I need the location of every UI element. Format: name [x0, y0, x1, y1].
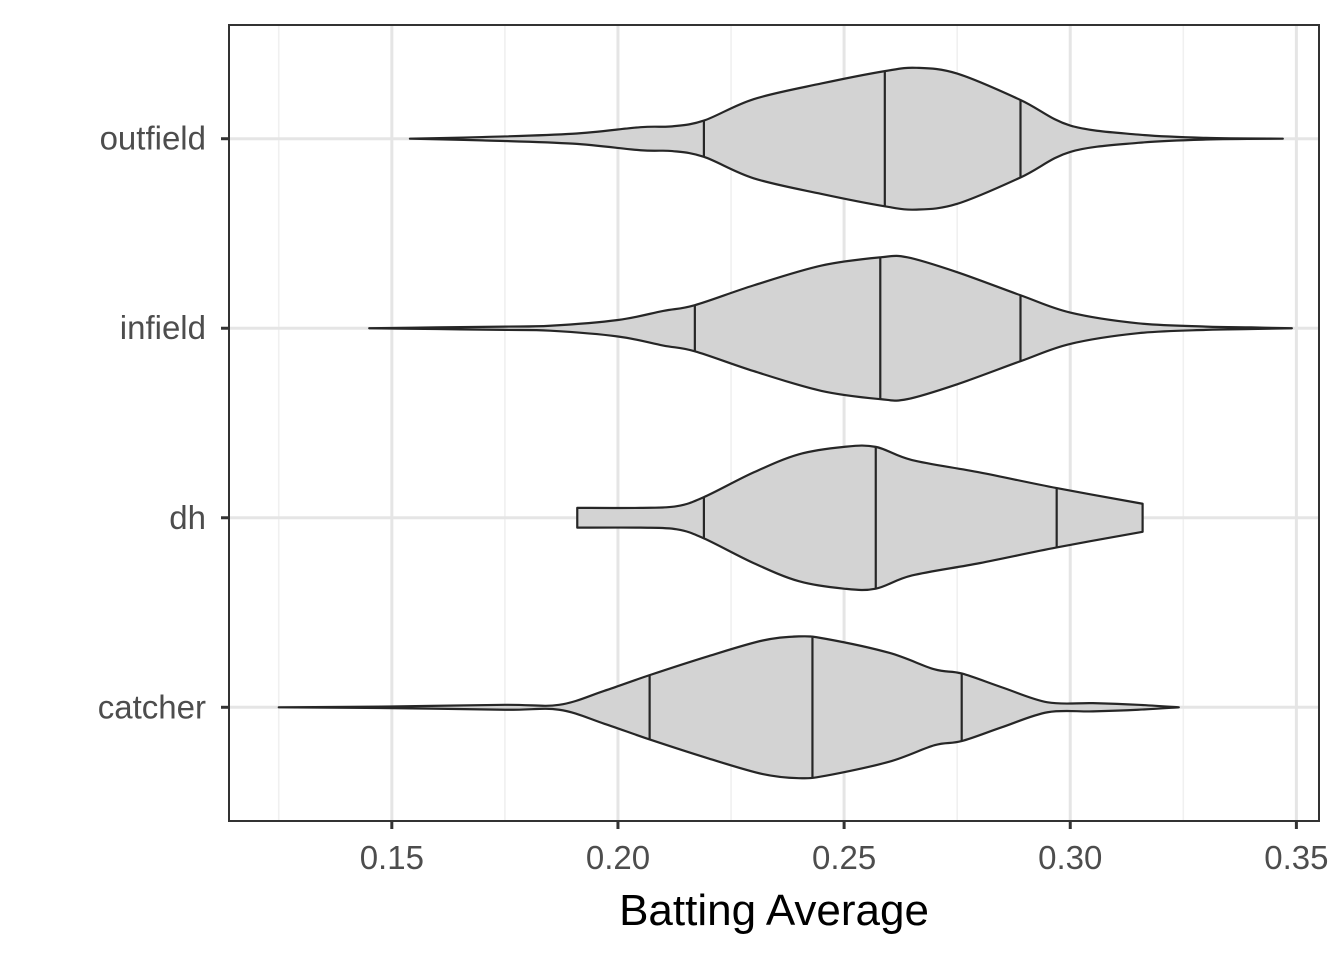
violin-infield: [368, 254, 1293, 402]
x-tick-label: 0.30: [1038, 839, 1102, 876]
x-axis-title: Batting Average: [619, 886, 929, 935]
violin-dh: [576, 444, 1144, 592]
y-tick-label-catcher: catcher: [98, 688, 206, 725]
x-tick-label: 0.20: [586, 839, 650, 876]
y-tick-label-outfield: outfield: [100, 120, 206, 157]
y-tick-label-dh: dh: [169, 499, 206, 536]
violins: [277, 66, 1293, 780]
panel-border: [228, 24, 1320, 822]
y-tick-label-infield: infield: [120, 309, 206, 346]
violin-catcher: [277, 635, 1180, 780]
x-tick-label: 0.25: [812, 839, 876, 876]
axes: 0.15 0.20 0.25 0.30 0.35 catcher dh infield outf…: [98, 120, 1329, 876]
x-tick-label: 0.35: [1264, 839, 1328, 876]
x-tick-label: 0.15: [360, 839, 424, 876]
